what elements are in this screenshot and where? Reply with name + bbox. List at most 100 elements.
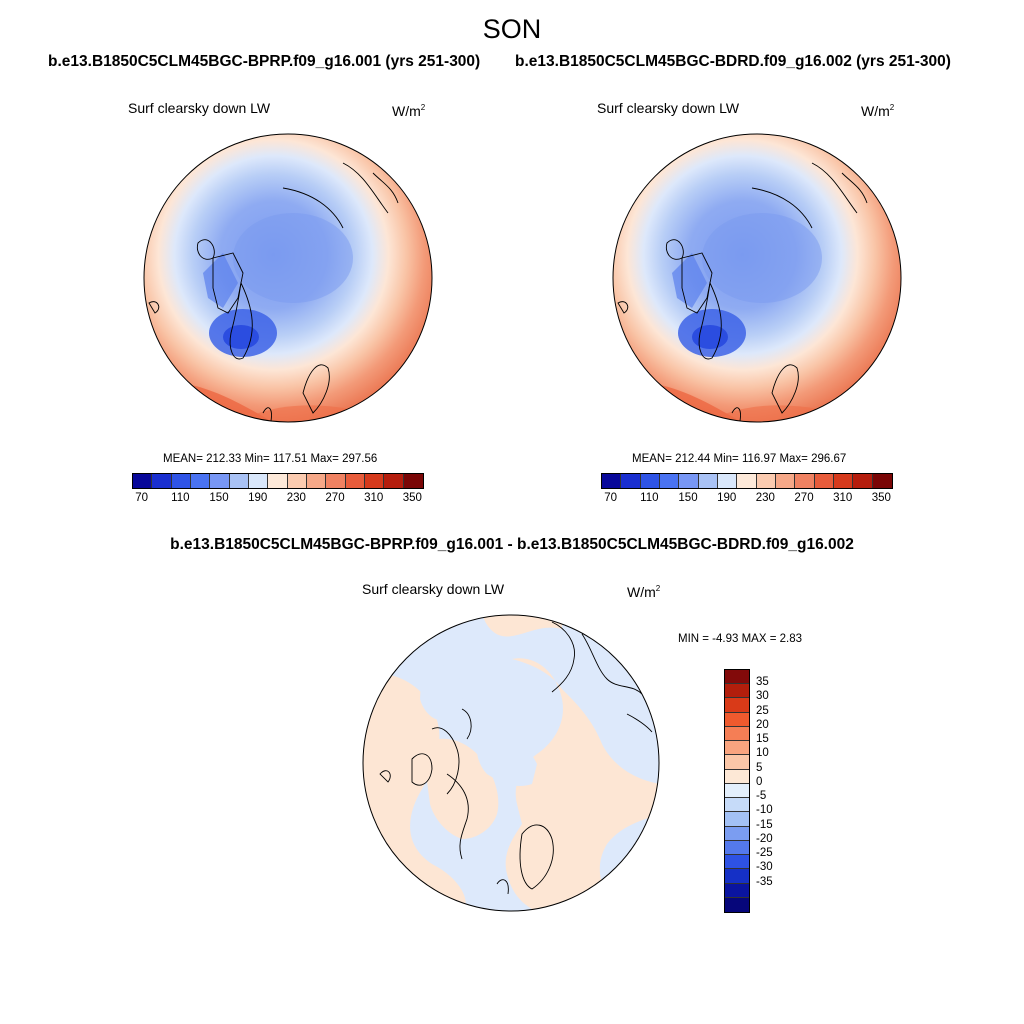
colorbar-tick-label: 110 bbox=[640, 492, 659, 504]
colorbar-tick-label: -35 bbox=[756, 875, 773, 888]
colorbar-tick-label: -20 bbox=[756, 832, 773, 845]
colorbar-cell bbox=[133, 474, 153, 488]
case-title-right: b.e13.B1850C5CLM45BGC-BDRD.f09_g16.002 (… bbox=[515, 53, 951, 70]
colorbar-cell bbox=[640, 474, 660, 488]
polar-map-bprp bbox=[143, 133, 433, 423]
diff-colorbar bbox=[724, 669, 750, 913]
colorbar-cell bbox=[717, 474, 738, 488]
colorbar-cell bbox=[725, 812, 749, 827]
colorbar-tick-label: 0 bbox=[756, 775, 763, 788]
season-title: SON bbox=[482, 14, 542, 44]
colorbar-cell bbox=[679, 474, 699, 488]
colorbar-left bbox=[132, 473, 424, 489]
colorbar-cell bbox=[659, 474, 680, 488]
colorbar-cell bbox=[853, 474, 873, 488]
colorbar-tick-label: 110 bbox=[171, 492, 190, 504]
colorbar-tick-label: 15 bbox=[756, 733, 769, 746]
colorbar-cell bbox=[872, 474, 892, 488]
colorbar-cell bbox=[775, 474, 796, 488]
colorbar-tick-label: -30 bbox=[756, 861, 773, 874]
colorbar-cell bbox=[621, 474, 641, 488]
colorbar-cell bbox=[725, 783, 749, 799]
colorbar-tick-label: 350 bbox=[402, 492, 422, 504]
colorbar-cell bbox=[725, 698, 749, 713]
polar-map-difference bbox=[362, 614, 660, 912]
panel1-units: W/m2 bbox=[392, 103, 426, 119]
colorbar-cell bbox=[403, 474, 423, 488]
colorbar-cell bbox=[725, 769, 749, 784]
colorbar-cell bbox=[725, 869, 749, 884]
colorbar-tick-label: 190 bbox=[717, 492, 737, 504]
colorbar-cell bbox=[190, 474, 211, 488]
colorbar-cell bbox=[384, 474, 404, 488]
diff-title: b.e13.B1850C5CLM45BGC-BPRP.f09_g16.001 -… bbox=[170, 536, 854, 553]
colorbar-tick-label: 70 bbox=[604, 492, 618, 504]
colorbar-cell bbox=[725, 741, 749, 756]
colorbar-tick-label: -5 bbox=[756, 790, 767, 803]
polar-map-bdrd bbox=[612, 133, 902, 423]
colorbar-cell bbox=[725, 897, 749, 912]
colorbar-cell bbox=[345, 474, 365, 488]
colorbar-tick-label: 10 bbox=[756, 747, 769, 760]
colorbar-tick-label: -15 bbox=[756, 818, 773, 831]
diff-colorbar-ticks: 35 30 25 20 15 10 5 0 -5 -10 -15 -20 -25 -30 -35 bbox=[756, 669, 796, 911]
colorbar-cell bbox=[814, 474, 834, 488]
colorbar-cell bbox=[229, 474, 249, 488]
colorbar-right-ticks: 70 110 150 190 230 270 310 350 bbox=[601, 492, 891, 506]
colorbar-tick-label: 350 bbox=[871, 492, 891, 504]
colorbar-tick-label: 270 bbox=[794, 492, 814, 504]
colorbar-cell bbox=[725, 840, 749, 856]
colorbar-cell bbox=[737, 474, 757, 488]
colorbar-tick-label: 30 bbox=[756, 690, 769, 703]
colorbar-tick-label: 150 bbox=[209, 492, 229, 504]
colorbar-tick-label: 150 bbox=[678, 492, 698, 504]
colorbar-cell bbox=[210, 474, 230, 488]
colorbar-cell bbox=[725, 755, 749, 770]
colorbar-tick-label: 20 bbox=[756, 718, 769, 731]
colorbar-cell bbox=[152, 474, 172, 488]
colorbar-cell bbox=[326, 474, 346, 488]
panel1-stats: MEAN= 212.33 Min= 117.51 Max= 297.56 bbox=[163, 453, 378, 465]
colorbar-tick-label: 230 bbox=[286, 492, 306, 504]
colorbar-cell bbox=[602, 474, 622, 488]
colorbar-tick-label: 190 bbox=[248, 492, 268, 504]
colorbar-tick-label: 310 bbox=[364, 492, 384, 504]
diff-variable: Surf clearsky down LW bbox=[362, 581, 505, 597]
colorbar-cell bbox=[171, 474, 191, 488]
colorbar-tick-label: -25 bbox=[756, 847, 773, 860]
colorbar-tick-label: 5 bbox=[756, 761, 763, 774]
panel2-stats: MEAN= 212.44 Min= 116.97 Max= 296.67 bbox=[632, 453, 847, 465]
colorbar-tick-label: -10 bbox=[756, 804, 773, 817]
colorbar-tick-label: 230 bbox=[755, 492, 775, 504]
diff-minmax: MIN = -4.93 MAX = 2.83 bbox=[678, 633, 803, 645]
diff-units: W/m2 bbox=[627, 584, 661, 600]
colorbar-tick-label: 25 bbox=[756, 704, 769, 717]
colorbar-cell bbox=[725, 712, 749, 727]
colorbar-cell bbox=[287, 474, 307, 488]
colorbar-cell bbox=[833, 474, 854, 488]
panel2-units: W/m2 bbox=[861, 103, 895, 119]
colorbar-cell bbox=[725, 726, 749, 742]
colorbar-cell bbox=[248, 474, 269, 488]
panel2-variable: Surf clearsky down LW bbox=[597, 100, 740, 116]
colorbar-tick-label: 35 bbox=[756, 676, 769, 689]
colorbar-cell bbox=[306, 474, 327, 488]
colorbar-cell bbox=[725, 798, 749, 813]
panel1-variable: Surf clearsky down LW bbox=[128, 100, 271, 116]
colorbar-cell bbox=[698, 474, 718, 488]
colorbar-cell bbox=[725, 855, 749, 870]
colorbar-right bbox=[601, 473, 893, 489]
colorbar-tick-label: 70 bbox=[135, 492, 149, 504]
colorbar-cell bbox=[725, 670, 749, 685]
colorbar-tick-label: 270 bbox=[325, 492, 345, 504]
colorbar-left-ticks: 70 110 150 190 230 270 310 350 bbox=[132, 492, 422, 506]
case-title-left: b.e13.B1850C5CLM45BGC-BPRP.f09_g16.001 (… bbox=[48, 53, 481, 70]
colorbar-cell bbox=[725, 684, 749, 699]
colorbar-cell bbox=[756, 474, 776, 488]
colorbar-cell bbox=[268, 474, 288, 488]
colorbar-cell bbox=[725, 883, 749, 898]
colorbar-tick-label: 310 bbox=[833, 492, 853, 504]
colorbar-cell bbox=[795, 474, 815, 488]
colorbar-cell bbox=[725, 826, 749, 841]
colorbar-cell bbox=[364, 474, 385, 488]
